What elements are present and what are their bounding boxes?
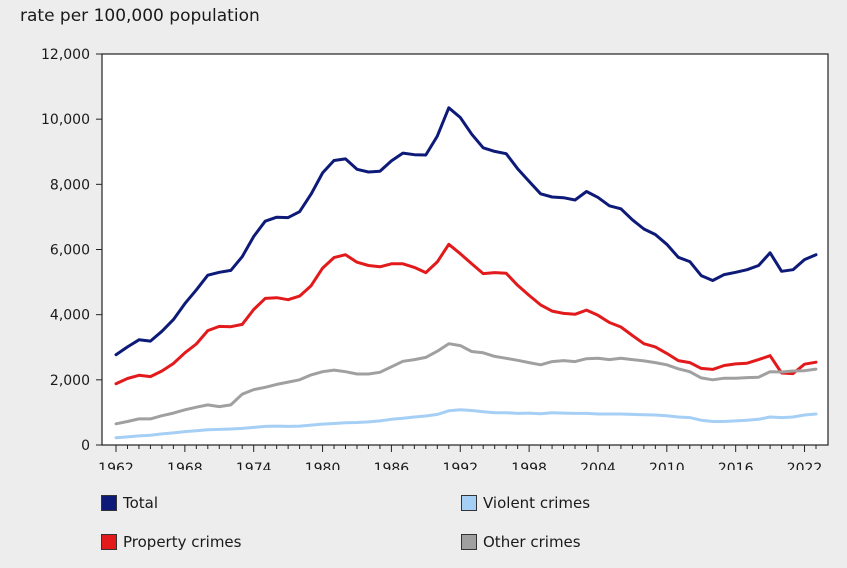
legend-item-violent-crimes: Violent crimes [461,494,590,512]
series-lines [114,106,818,440]
x-tick-label: 2022 [787,461,823,470]
x-tick-label: 1968 [167,461,203,470]
x-tick-label: 1986 [374,461,410,470]
legend-swatch-total [101,495,117,511]
y-tick-label: 8,000 [50,177,90,193]
x-tick-label: 1974 [236,461,272,470]
series-line-violent-crimes [114,408,818,440]
x-tick-label: 1980 [305,461,341,470]
legend-item-total: Total [101,494,158,512]
legend-swatch-other-crimes [461,534,477,550]
series-line-total [114,106,818,357]
y-axis: 0 2,000 4,000 6,000 8,000 10,000 12,000 [41,47,102,454]
x-tick-label: 1962 [98,461,134,470]
x-tick-label: 1998 [511,461,547,470]
x-axis: 1962 1968 1974 1980 1986 1992 1998 2004 2010 2016… [98,445,822,470]
legend-label-property-crimes: Property crimes [123,533,242,551]
plot-area [101,53,829,446]
legend-item-property-crimes: Property crimes [101,533,241,551]
legend-item-other-crimes: Other crimes [461,533,581,551]
x-tick-label: 2016 [718,461,754,470]
legend-label-other-crimes: Other crimes [483,533,581,551]
legend-label-total: Total [123,494,159,512]
legend-swatch-property-crimes [101,534,117,550]
y-tick-label: 4,000 [50,308,90,324]
y-axis-label: rate per 100,000 population [20,6,260,26]
y-tick-label: 2,000 [50,373,90,389]
y-tick-label: 10,000 [41,112,90,128]
legend-swatch-violent-crimes [461,495,477,511]
y-tick-label: 12,000 [41,47,90,63]
x-tick-label: 2010 [649,461,685,470]
series-line-other-crimes [114,342,818,426]
x-tick-label: 1992 [442,461,478,470]
series-line-property-crimes [114,242,818,386]
y-tick-label: 0 [81,438,90,454]
y-tick-label: 6,000 [50,243,90,259]
x-tick-label: 2004 [580,461,616,470]
legend-label-violent-crimes: Violent crimes [483,494,591,512]
